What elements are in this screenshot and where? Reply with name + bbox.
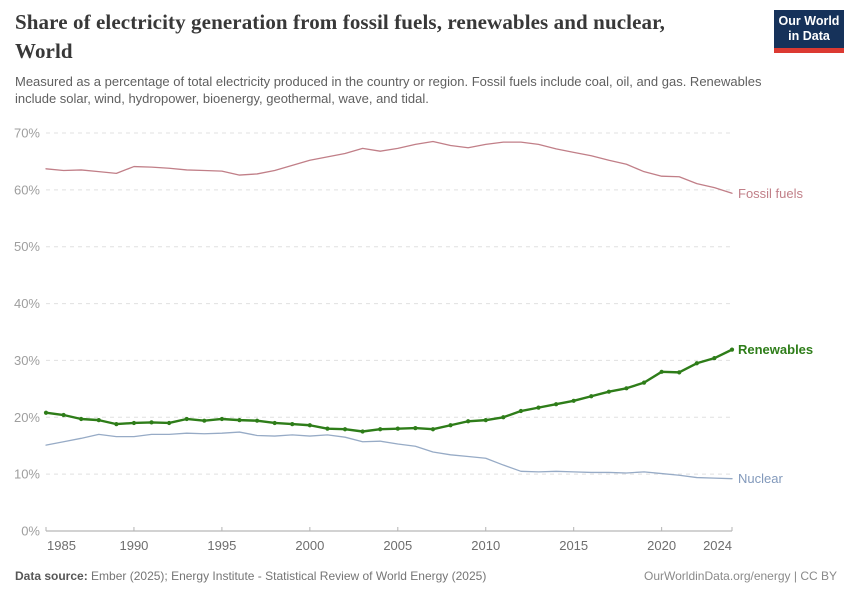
data-source-label: Data source: xyxy=(15,569,88,583)
x-tick-label-2010: 2010 xyxy=(471,538,500,553)
renewables-point-1995[interactable] xyxy=(219,416,224,422)
y-tick-label-60: 60% xyxy=(14,182,40,197)
x-tick-label-1995: 1995 xyxy=(207,538,236,553)
renewables-point-1987[interactable] xyxy=(79,416,84,422)
renewables-point-1998[interactable] xyxy=(272,420,277,426)
y-tick-label-50: 50% xyxy=(14,239,40,254)
renewables-point-2011[interactable] xyxy=(501,415,506,420)
renewables-point-1989[interactable] xyxy=(114,422,119,427)
renewables-point-2015[interactable] xyxy=(571,398,576,403)
nuclear-line[interactable] xyxy=(45,431,733,480)
renewables-point-2014[interactable] xyxy=(554,402,559,407)
renewables-point-2022[interactable] xyxy=(694,361,699,366)
x-tick-label-2015: 2015 xyxy=(559,538,588,553)
renewables-point-2003[interactable] xyxy=(360,429,365,434)
renewables-point-1990[interactable] xyxy=(131,420,137,426)
x-tick-label-2024: 2024 xyxy=(703,538,732,553)
nuclear-label[interactable]: Nuclear xyxy=(738,471,783,486)
renewables-point-1988[interactable] xyxy=(96,418,101,423)
renewables-point-2007[interactable] xyxy=(430,427,436,432)
renewables-point-1999[interactable] xyxy=(290,422,295,427)
renewables-point-2024[interactable] xyxy=(729,347,735,352)
renewables-point-1986[interactable] xyxy=(61,412,66,418)
renewables-point-2005[interactable] xyxy=(395,426,400,431)
x-tick-label-1990: 1990 xyxy=(119,538,148,553)
y-tick-label-30: 30% xyxy=(14,353,40,368)
renewables-point-2009[interactable] xyxy=(466,419,471,424)
x-tick-label-2020: 2020 xyxy=(647,538,676,553)
renewables-line[interactable] xyxy=(44,348,734,433)
y-tick-label-20: 20% xyxy=(14,410,40,425)
renewables-point-1992[interactable] xyxy=(167,420,172,426)
renewables-point-1993[interactable] xyxy=(184,416,189,422)
chart-subtitle: Measured as a percentage of total electr… xyxy=(15,74,762,106)
page-title: Share of electricity generation from fos… xyxy=(15,10,665,63)
renewables-point-2017[interactable] xyxy=(606,389,611,394)
renewables-point-2012[interactable] xyxy=(518,408,524,414)
y-tick-label-70: 70% xyxy=(14,126,40,141)
renewables-point-1985[interactable] xyxy=(43,410,49,415)
renewables-label[interactable]: Renewables xyxy=(738,342,813,357)
renewables-point-1991[interactable] xyxy=(149,420,154,425)
x-tick-label-2005: 2005 xyxy=(383,538,412,553)
renewables-point-2019[interactable] xyxy=(641,380,647,385)
renewables-point-2004[interactable] xyxy=(378,427,383,432)
data-source-text: Ember (2025); Energy Institute - Statist… xyxy=(91,569,487,583)
renewables-point-2008[interactable] xyxy=(448,423,453,428)
owid-logo: Our World in Data xyxy=(774,10,844,53)
renewables-point-2006[interactable] xyxy=(413,425,418,431)
x-tick-label-1985: 1985 xyxy=(47,538,76,553)
renewables-point-2021[interactable] xyxy=(677,370,682,375)
y-tick-label-0: 0% xyxy=(21,524,40,539)
fossil-fuels-line[interactable] xyxy=(45,140,733,194)
logo-line2: in Data xyxy=(788,29,830,43)
x-tick-label-2000: 2000 xyxy=(295,538,324,553)
logo-line1: Our World xyxy=(778,14,840,28)
y-tick-label-10: 10% xyxy=(14,467,40,482)
renewables-point-2020[interactable] xyxy=(659,369,664,374)
renewables-point-2013[interactable] xyxy=(536,405,541,410)
renewables-point-2018[interactable] xyxy=(624,386,629,391)
renewables-point-2000[interactable] xyxy=(307,423,312,428)
attribution-link[interactable]: OurWorldinData.org/energy | CC BY xyxy=(644,569,837,583)
y-tick-label-40: 40% xyxy=(14,296,40,311)
renewables-point-2023[interactable] xyxy=(712,356,717,361)
renewables-point-2002[interactable] xyxy=(342,427,348,432)
renewables-point-2016[interactable] xyxy=(589,394,594,399)
renewables-point-2001[interactable] xyxy=(325,426,330,431)
renewables-point-1997[interactable] xyxy=(254,418,260,423)
renewables-point-1996[interactable] xyxy=(237,418,242,423)
fossil-fuels-label[interactable]: Fossil fuels xyxy=(738,186,804,201)
data-source-note: Data source: Ember (2025); Energy Instit… xyxy=(15,569,486,583)
renewables-point-1994[interactable] xyxy=(202,418,207,423)
renewables-point-2010[interactable] xyxy=(483,418,488,423)
